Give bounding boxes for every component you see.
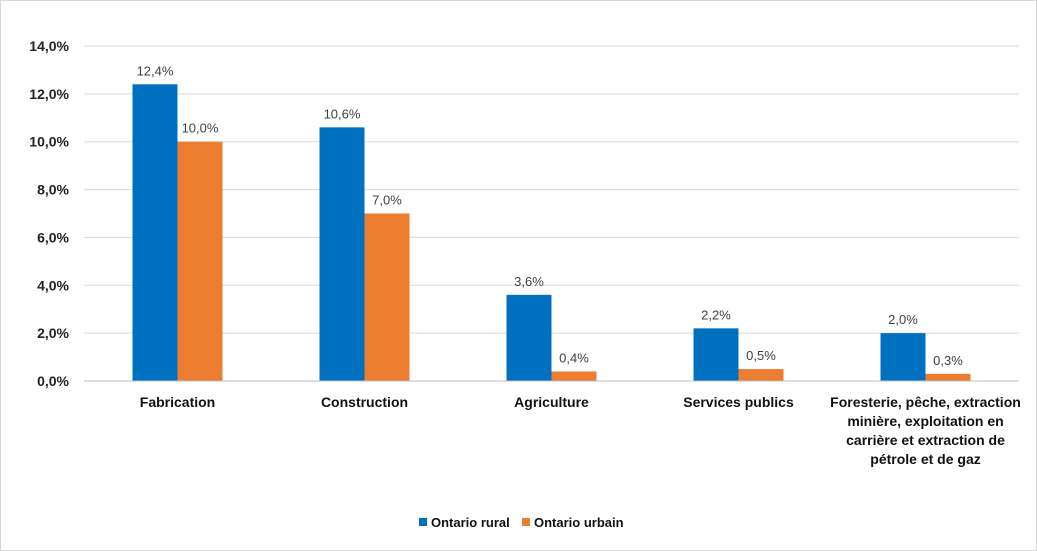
y-tick-label: 0,0% (37, 373, 69, 389)
category-label: Fabrication (140, 394, 215, 410)
data-label: 0,4% (559, 350, 589, 365)
y-tick-label: 12,0% (29, 86, 69, 102)
category-labels: Fabrication Construction Agriculture Servic… (140, 394, 1021, 467)
bar-rural (693, 328, 739, 381)
category-label-line: Agriculture (514, 394, 589, 410)
bar-rural (880, 333, 926, 381)
bar-urbain (177, 141, 223, 381)
category-label: Services publics (683, 394, 794, 410)
y-tick-label: 10,0% (29, 134, 69, 150)
data-label: 2,0% (888, 312, 918, 327)
bar-urbain (551, 371, 597, 381)
bar-rural (132, 84, 178, 382)
data-label: 10,0% (182, 121, 219, 136)
category-label-line: Construction (321, 394, 408, 410)
data-label: 12,4% (137, 63, 174, 78)
category-label-line: Fabrication (140, 394, 215, 410)
category-label: Foresterie, pêche, extraction minière, ex… (830, 394, 1021, 467)
data-labels: 12,4% 10,6% 3,6% 2,2% 2,0% 10,0% 7,0% 0,4% 0,5% 0… (137, 63, 964, 368)
bars (132, 84, 971, 382)
legend: Ontario rural Ontario urbain (419, 515, 624, 530)
category-label-line: carrière et extraction de (846, 432, 1005, 448)
legend-label: Ontario rural (431, 515, 510, 530)
category-label: Construction (321, 394, 408, 410)
y-tick-label: 2,0% (37, 325, 69, 341)
bar-rural (506, 294, 552, 381)
data-label: 10,6% (324, 106, 361, 121)
data-label: 7,0% (372, 193, 402, 208)
category-label: Agriculture (514, 394, 589, 410)
category-label-line: Services publics (683, 394, 794, 410)
bar-urbain (738, 369, 784, 381)
y-axis-ticks: 0,0% 2,0% 4,0% 6,0% 8,0% 10,0% 12,0% 14,0% (29, 38, 69, 389)
y-tick-label: 6,0% (37, 229, 69, 245)
legend-label: Ontario urbain (534, 515, 624, 530)
y-tick-label: 8,0% (37, 182, 69, 198)
bar-rural (319, 127, 365, 381)
legend-swatch-rural (419, 518, 427, 526)
category-label-line: minière, exploitation en (847, 413, 1003, 429)
category-label-line: Foresterie, pêche, extraction (830, 394, 1021, 410)
data-label: 0,3% (933, 353, 963, 368)
data-label: 3,6% (514, 274, 544, 289)
data-label: 0,5% (746, 348, 776, 363)
legend-swatch-urbain (522, 518, 530, 526)
bar-urbain (925, 373, 971, 381)
y-tick-label: 4,0% (37, 277, 69, 293)
gridlines (84, 45, 1019, 334)
category-label-line: pétrole et de gaz (870, 451, 980, 467)
data-label: 2,2% (701, 307, 731, 322)
y-tick-label: 14,0% (29, 38, 69, 54)
bar-urbain (364, 213, 410, 381)
